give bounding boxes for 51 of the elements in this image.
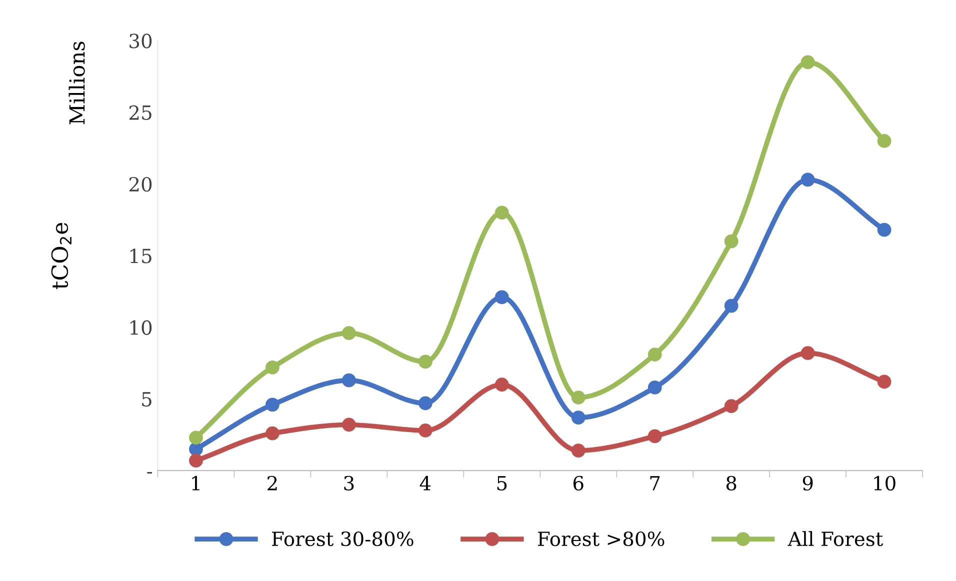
- point: [418, 354, 432, 369]
- x-tick-label: 4: [420, 476, 431, 490]
- point: [724, 234, 738, 248]
- point: [266, 398, 280, 412]
- point: [800, 346, 815, 360]
- point: [877, 374, 892, 389]
- y-tick-label: 10: [130, 320, 152, 335]
- y-tick-label: 5: [142, 392, 152, 407]
- x-tick-label: 2: [268, 476, 277, 490]
- legend-label: Forest >80%: [538, 531, 664, 546]
- point: [189, 454, 203, 468]
- legend-label: Forest 30-80%: [272, 531, 414, 546]
- point: [648, 348, 662, 362]
- y-axis-title: tCO$_{2}$e: [51, 222, 72, 290]
- y-tick-label: 20: [129, 176, 152, 192]
- point: [266, 426, 280, 440]
- point: [724, 399, 738, 414]
- x-tick-label: 8: [726, 476, 736, 491]
- x-tick-label: 1: [192, 476, 200, 490]
- point: [571, 390, 586, 404]
- point: [877, 222, 892, 237]
- point: [800, 172, 815, 187]
- point: [494, 290, 509, 304]
- x-tick-label: 5: [497, 476, 507, 491]
- y-tick-label: 25: [129, 105, 152, 120]
- point: [342, 373, 356, 388]
- text: Millions: [68, 42, 85, 124]
- x-tick-label: 3: [344, 476, 354, 491]
- point: [571, 444, 586, 458]
- point: [648, 429, 662, 444]
- point: [418, 424, 432, 438]
- y-tick-label: 15: [130, 248, 152, 264]
- point: [342, 418, 356, 432]
- point: [648, 380, 662, 394]
- point: [800, 55, 815, 70]
- point: [189, 430, 203, 445]
- y-tick-label: 30: [130, 34, 152, 48]
- legend-label: All Forest: [788, 531, 884, 546]
- point: [342, 326, 356, 340]
- x-tick-label: 9: [802, 476, 813, 491]
- point: [724, 298, 738, 313]
- y-tick-label: -: [147, 472, 152, 474]
- point: [418, 396, 432, 410]
- x-tick-label: 10: [874, 476, 896, 491]
- x-tick-label: 6: [573, 476, 584, 491]
- point: [571, 410, 586, 425]
- point: [494, 206, 509, 220]
- point: [266, 360, 280, 374]
- point: [877, 134, 892, 148]
- x-tick-label: 7: [650, 476, 660, 490]
- point: [494, 378, 509, 392]
